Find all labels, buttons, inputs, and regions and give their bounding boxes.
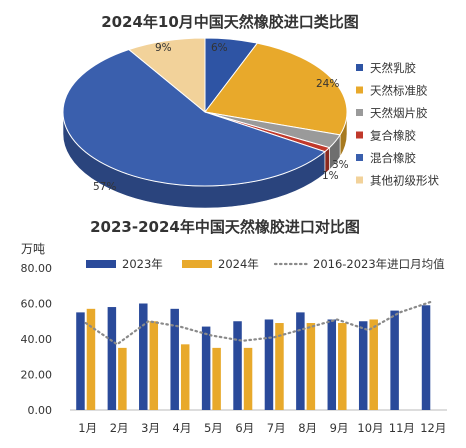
pie-label-5: 9%	[155, 42, 172, 54]
x-tick-label: 7月	[267, 421, 286, 435]
pie-label-0: 6%	[211, 42, 228, 54]
legend-label-1: 2024年	[218, 257, 259, 271]
legend-label-0: 2023年	[122, 257, 163, 271]
bar-2023-2	[107, 307, 117, 410]
pie-legend-swatch-0	[356, 64, 363, 71]
bar-2024-6	[243, 347, 253, 410]
y-tick-label: 40.00	[21, 333, 53, 346]
x-tick-label: 8月	[298, 421, 317, 435]
y-tick-label: 0.00	[28, 404, 53, 417]
bar-2023-7	[264, 319, 274, 410]
pie-legend-swatch-2	[356, 109, 363, 116]
avg-line	[84, 300, 433, 346]
pie-legend-label-1: 天然标准胶	[370, 84, 428, 98]
pie-label-2: 3%	[332, 159, 349, 171]
bar-2023-12	[421, 305, 431, 410]
x-tick-label: 1月	[78, 421, 97, 435]
pie-legend-swatch-5	[356, 176, 363, 184]
pie-legend-swatch-1	[356, 86, 363, 94]
legend-label-2: 2016-2023年进口月均值	[313, 257, 445, 271]
pie-label-1: 24%	[316, 78, 339, 90]
pie-legend-label-5: 其他初级形状	[370, 174, 439, 188]
x-tick-label: 12月	[420, 421, 446, 435]
bar-2023-9	[327, 319, 337, 410]
bar-2024-3	[149, 321, 159, 410]
bar-2024-8	[306, 323, 316, 410]
x-tick-label: 9月	[330, 421, 349, 435]
bar-2024-2	[118, 347, 127, 410]
bar-2023-5	[201, 326, 211, 410]
legend-bar-swatch-1	[182, 260, 212, 268]
pie-legend-swatch-3	[356, 131, 363, 139]
bar-chart: 0.00 20.00 40.00 60.00 80.00 1月 2月 3月 4月 5月 6月 7月 8月…	[21, 262, 447, 435]
y-tick-label: 80.00	[21, 262, 53, 275]
bar-2024-1	[86, 308, 96, 410]
pie-chart: 6% 24% 3%1% 57% 9%	[62, 37, 349, 209]
x-tick-label: 6月	[235, 421, 254, 435]
bar-2024-7	[275, 323, 284, 410]
pie-legend-label-2: 天然烟片胶	[370, 106, 428, 120]
legend-bar-swatch-0	[86, 260, 116, 268]
pie-legend-label-0: 天然乳胶	[370, 61, 416, 75]
x-tick-label: 5月	[204, 421, 223, 435]
x-tick-label: 2月	[110, 421, 129, 435]
bar-2024-4	[180, 344, 190, 410]
y-tick-label: 20.00	[21, 369, 53, 382]
bar-2023-4	[170, 308, 179, 410]
bar-2024-5	[212, 347, 221, 410]
y-axis-unit: 万吨	[21, 242, 45, 256]
x-tick-label: 11月	[389, 421, 415, 435]
pie-slice-4	[62, 48, 326, 187]
bar-2024-9	[338, 323, 347, 410]
pie-slice-5	[127, 37, 206, 114]
bar-2024-10	[369, 319, 378, 410]
pie-legend-label-4: 混合橡胶	[370, 151, 416, 165]
bar-legend: 2023年 2024年 2016-2023年进口月均值	[86, 257, 445, 271]
bar-2023-6	[233, 321, 242, 410]
pie-label-4: 57%	[93, 181, 116, 193]
x-tick-label: 4月	[173, 421, 192, 435]
pie-slice-1	[204, 42, 348, 136]
bar-chart-title: 2023-2024年中国天然橡胶进口对比图	[90, 218, 360, 236]
y-tick-label: 60.00	[21, 298, 53, 311]
pie-legend-swatch-4	[356, 154, 363, 161]
pie-label-3: 1%	[322, 170, 339, 182]
bar-2023-8	[296, 312, 305, 410]
bar-2023-3	[139, 303, 148, 410]
pie-legend-label-3: 复合橡胶	[370, 129, 416, 143]
x-tick-label: 10月	[357, 421, 383, 435]
x-tick-label: 3月	[141, 421, 160, 435]
bar-2023-10	[358, 321, 368, 410]
bar-2023-11	[390, 310, 399, 410]
bar-2023-1	[76, 312, 85, 410]
pie-chart-title: 2024年10月中国天然橡胶进口类比图	[101, 13, 359, 31]
